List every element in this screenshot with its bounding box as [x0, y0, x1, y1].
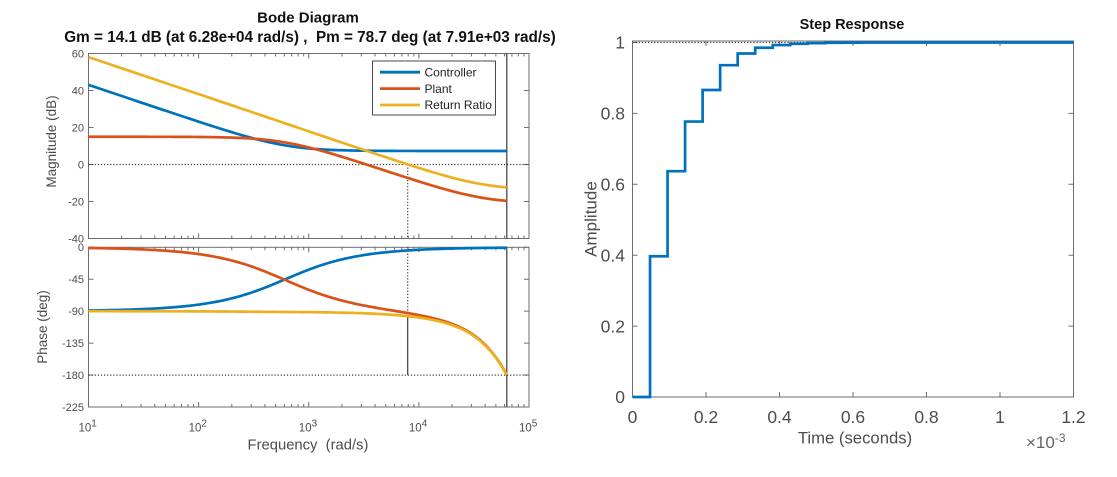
svg-text:Controller: Controller	[425, 65, 477, 79]
svg-text:-20: -20	[68, 196, 84, 208]
svg-text:0.4: 0.4	[767, 407, 792, 427]
svg-text:0.4: 0.4	[601, 245, 626, 265]
svg-text:Amplitude: Amplitude	[582, 181, 601, 257]
svg-text:-40: -40	[68, 233, 84, 245]
svg-text:Time (seconds): Time (seconds)	[798, 429, 912, 448]
svg-text:Step Response: Step Response	[800, 17, 905, 33]
svg-text:0.2: 0.2	[601, 316, 625, 336]
svg-text:1: 1	[995, 407, 1005, 427]
svg-text:Bode Diagram: Bode Diagram	[257, 10, 359, 27]
svg-text:Phase (deg): Phase (deg)	[35, 290, 50, 364]
svg-text:0: 0	[615, 387, 625, 407]
svg-text:0: 0	[78, 242, 84, 254]
svg-text:-90: -90	[68, 306, 84, 318]
svg-text:0.8: 0.8	[914, 407, 938, 427]
svg-text:0.6: 0.6	[841, 407, 865, 427]
svg-text:Magnitude (dB): Magnitude (dB)	[44, 95, 59, 187]
svg-text:Plant: Plant	[425, 82, 453, 96]
svg-text:0.6: 0.6	[601, 175, 625, 195]
svg-text:-135: -135	[62, 338, 84, 350]
svg-text:-225: -225	[62, 402, 84, 414]
svg-text:1.2: 1.2	[1061, 407, 1085, 427]
svg-text:Gm = 14.1 dB (at 6.28e+04 rad/: Gm = 14.1 dB (at 6.28e+04 rad/s) , Pm = …	[64, 29, 555, 46]
svg-text:Return Ratio: Return Ratio	[425, 98, 493, 112]
svg-text:0: 0	[78, 159, 84, 171]
svg-text:-45: -45	[68, 274, 84, 286]
svg-text:60: 60	[72, 48, 84, 60]
svg-text:0.8: 0.8	[601, 104, 625, 124]
svg-text:0: 0	[628, 407, 638, 427]
svg-text:40: 40	[72, 85, 84, 97]
svg-text:20: 20	[72, 122, 84, 134]
svg-text:Frequency (rad/s): Frequency (rad/s)	[248, 438, 369, 454]
svg-text:-180: -180	[62, 370, 84, 382]
svg-text:1: 1	[615, 33, 625, 53]
svg-text:0.2: 0.2	[694, 407, 718, 427]
